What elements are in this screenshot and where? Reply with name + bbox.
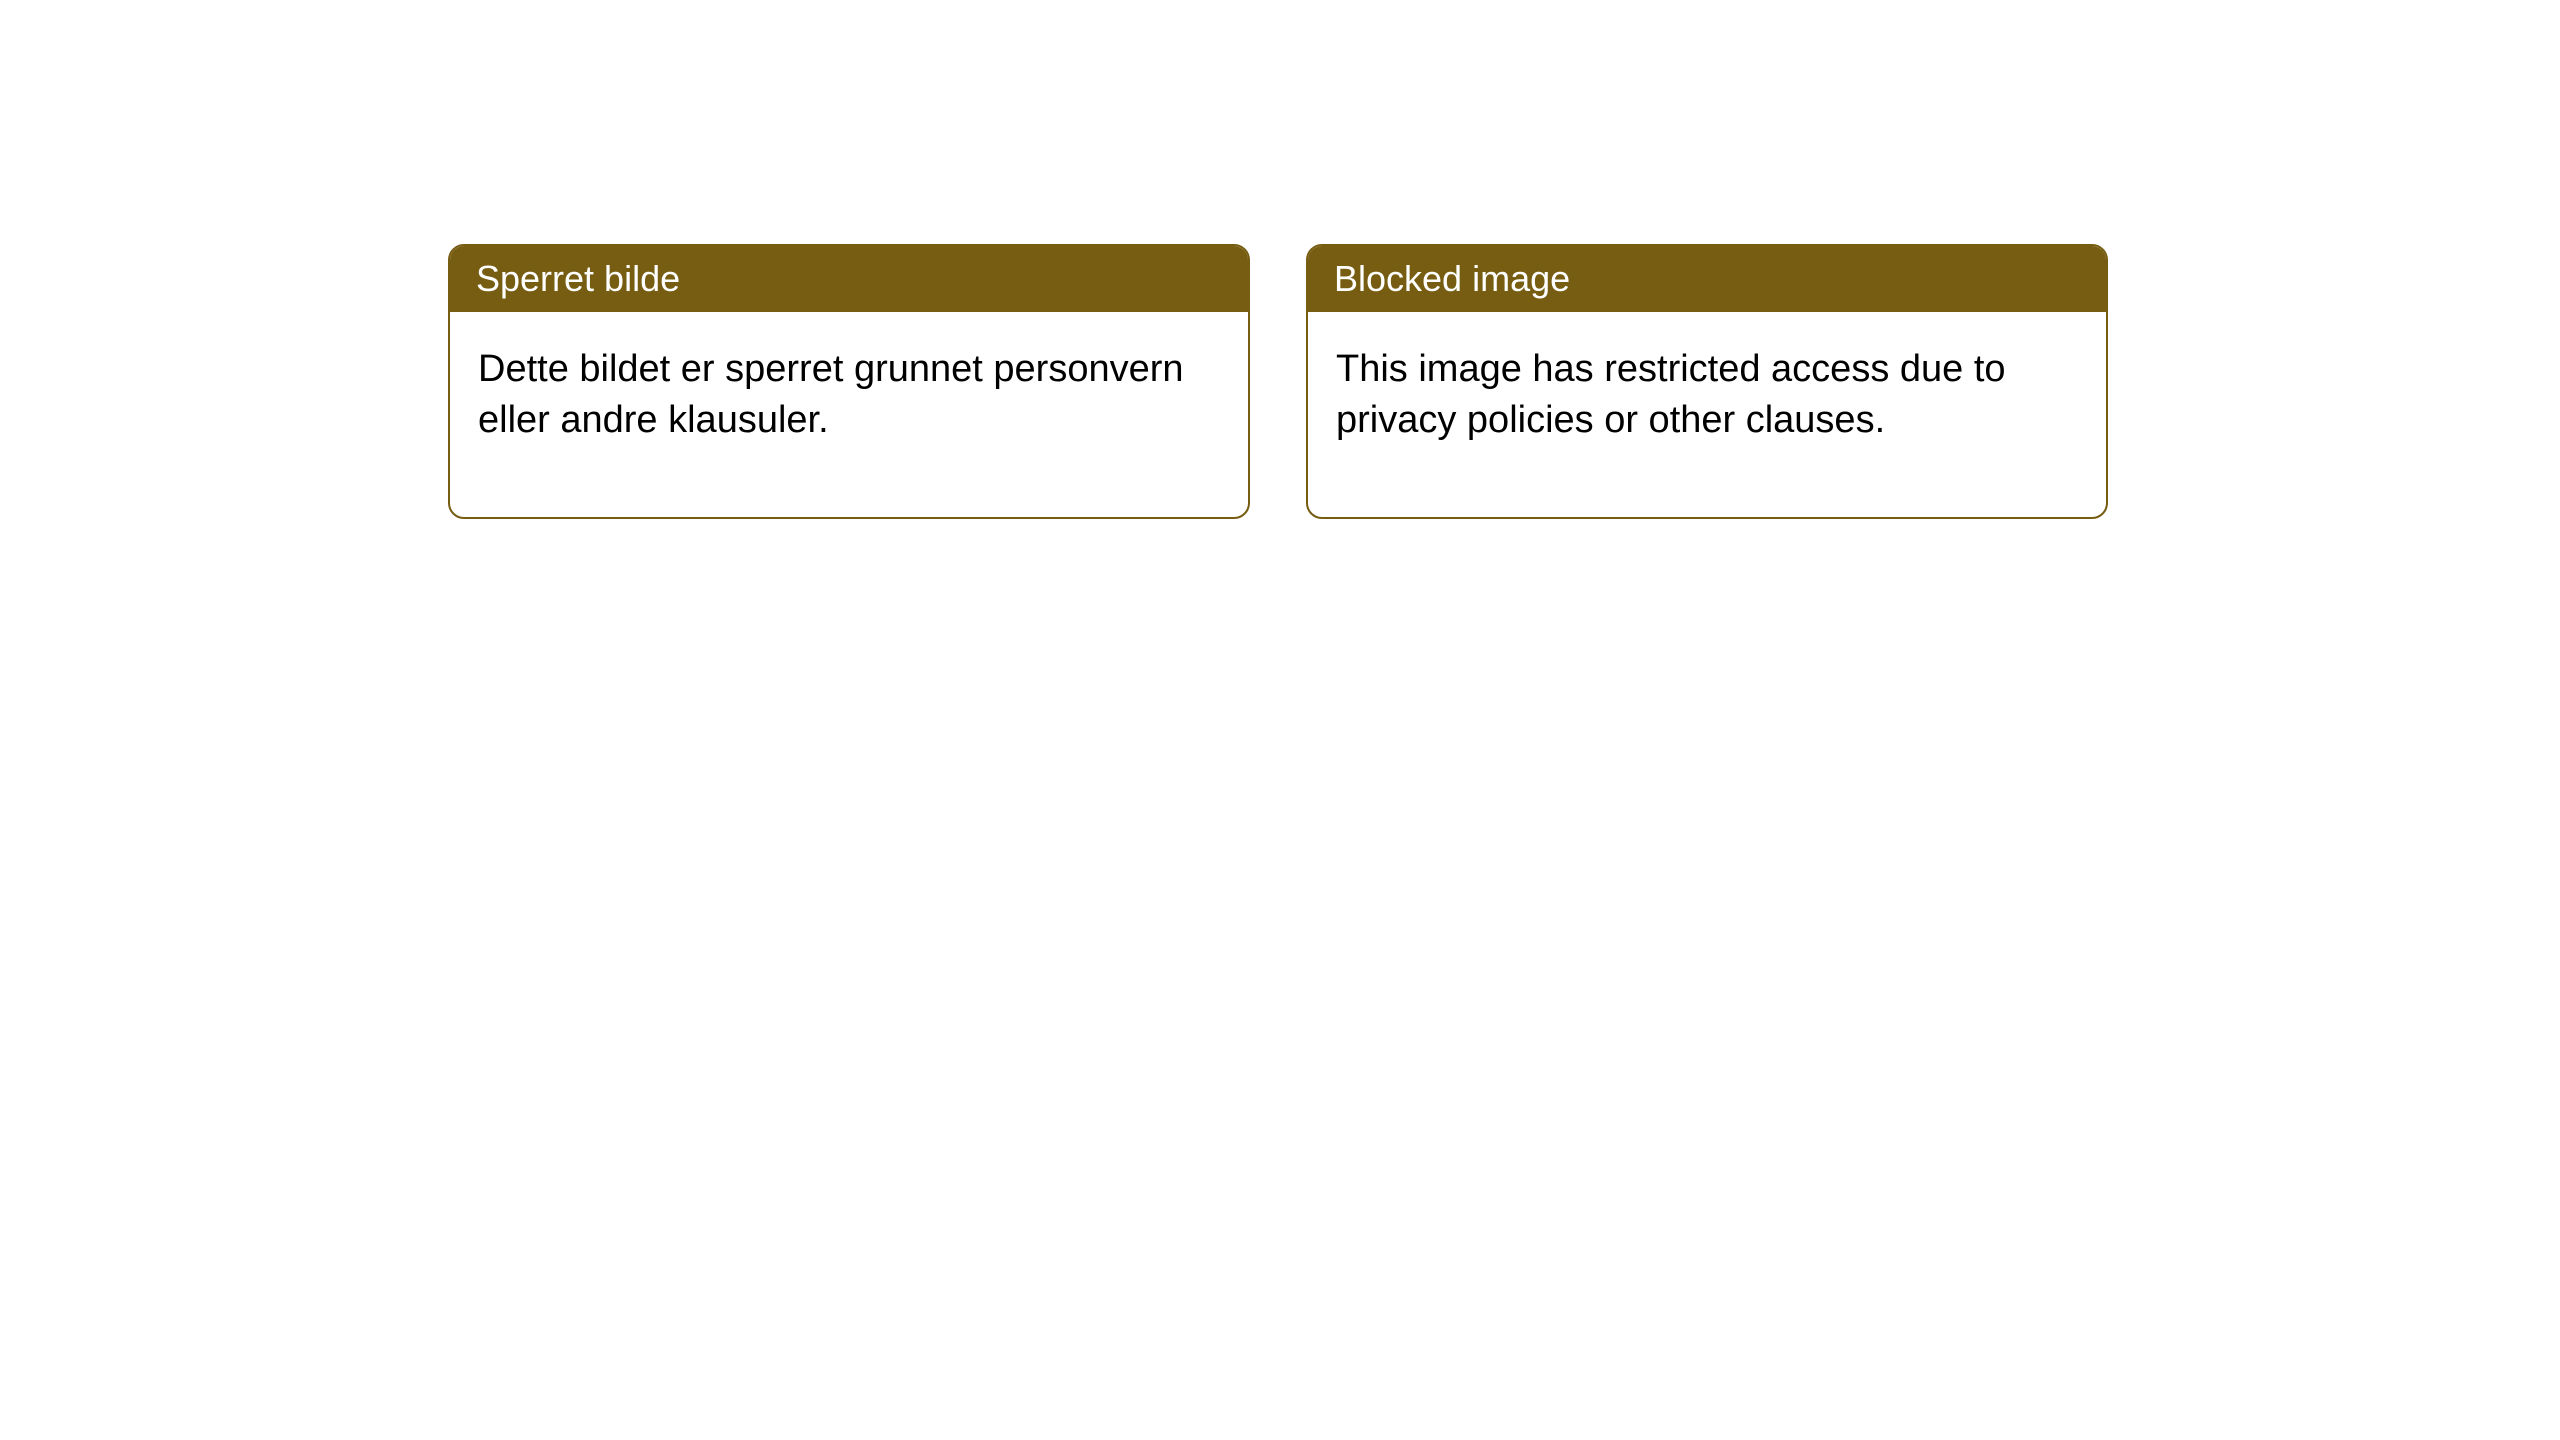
card-body: This image has restricted access due to … <box>1308 312 2106 517</box>
card-title: Sperret bilde <box>476 258 680 299</box>
notice-card-english: Blocked image This image has restricted … <box>1306 244 2108 519</box>
card-title: Blocked image <box>1334 258 1570 299</box>
card-body: Dette bildet er sperret grunnet personve… <box>450 312 1248 517</box>
card-header: Sperret bilde <box>450 246 1248 312</box>
card-message: Dette bildet er sperret grunnet personve… <box>478 348 1184 441</box>
card-header: Blocked image <box>1308 246 2106 312</box>
notice-container: Sperret bilde Dette bildet er sperret gr… <box>448 244 2108 519</box>
card-message: This image has restricted access due to … <box>1336 348 2006 441</box>
notice-card-norwegian: Sperret bilde Dette bildet er sperret gr… <box>448 244 1250 519</box>
